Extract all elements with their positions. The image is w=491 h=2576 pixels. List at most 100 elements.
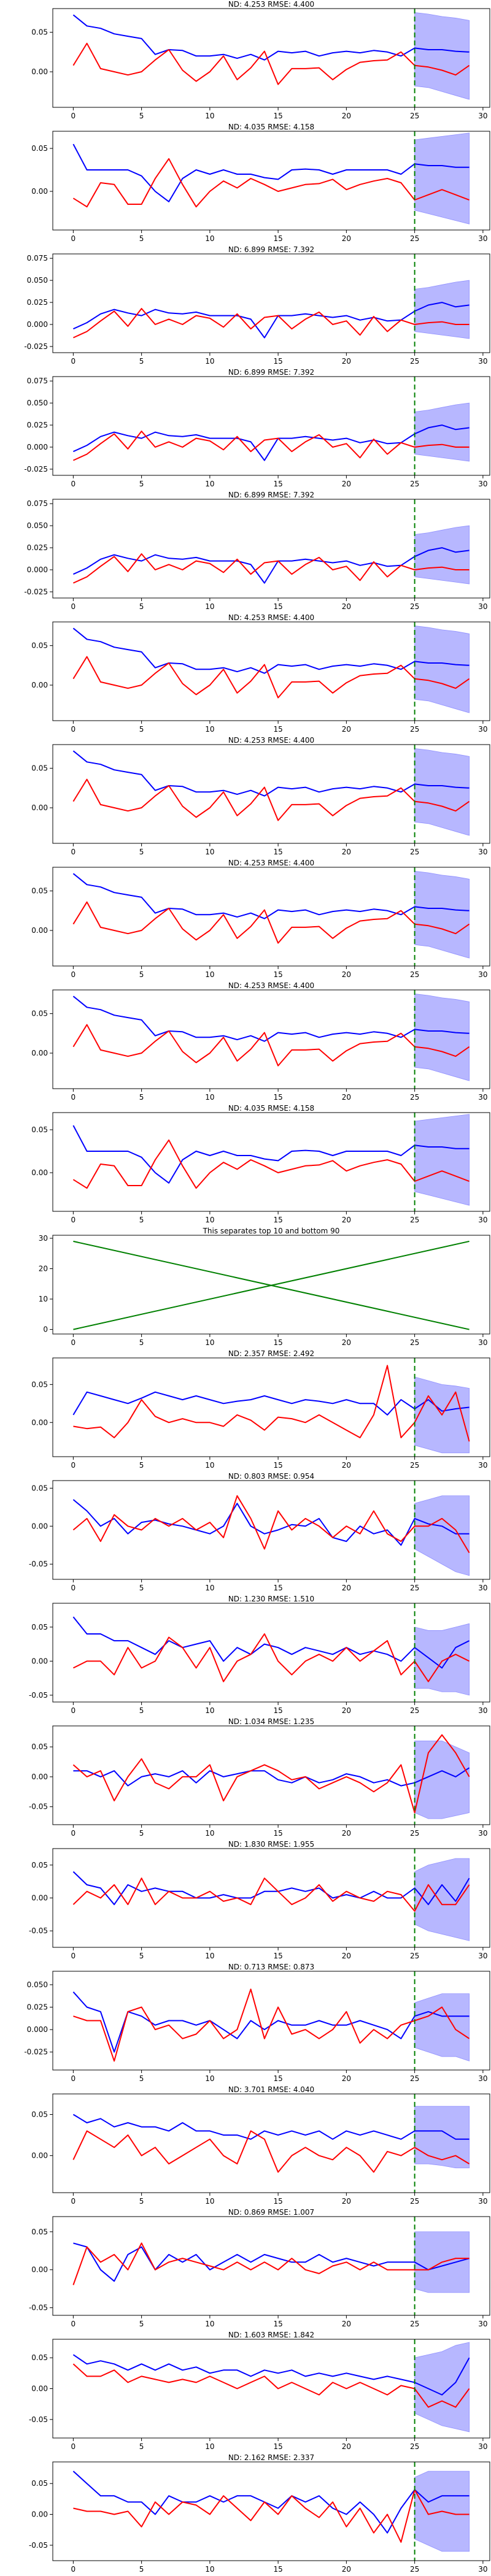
x-tick-label: 10: [205, 1706, 214, 1715]
x-tick-label: 0: [71, 848, 76, 856]
plot-frame: [52, 2216, 490, 2316]
x-tick-label: 20: [342, 2442, 351, 2451]
x-tick-label: 20: [342, 1706, 351, 1715]
y-tick-label: -0.025: [24, 342, 48, 351]
y-tick-label: -0.05: [29, 1691, 48, 1700]
x-tick-label: 5: [139, 1216, 144, 1224]
x-tick-label: 15: [273, 1093, 282, 1102]
x-tick-label: 0: [71, 2442, 76, 2451]
y-tick-label: 0.00: [31, 2152, 48, 2160]
plot-frame: [52, 1235, 490, 1335]
y-tick-label: 0.00: [31, 1894, 48, 1903]
series-red-line: [72, 431, 470, 461]
x-tick-label: 15: [273, 1952, 282, 1960]
y-tick-label: -0.05: [29, 2304, 48, 2312]
x-tick-label: 20: [342, 112, 351, 120]
x-tick-label: 30: [478, 112, 487, 120]
chart-panel-6: ND: 4.253 RMSE: 4.400 0 5 10 15 20 25 30 0.00 0.0…: [31, 613, 490, 734]
chart-title: ND: 3.701 RMSE: 4.040: [228, 2085, 314, 2094]
x-tick-label: 15: [273, 725, 282, 734]
x-tick-label: 30: [478, 480, 487, 488]
plot-frame: [52, 1357, 490, 1457]
x-tick-label: 5: [139, 2197, 144, 2206]
x-tick-label: 20: [342, 1829, 351, 1838]
y-tick-label: 0.00: [31, 2266, 48, 2274]
x-tick-label: 0: [71, 1584, 76, 1592]
x-tick-label: 20: [342, 2565, 351, 2574]
x-tick-label: 10: [205, 725, 214, 734]
series-red-line: [72, 1633, 470, 1682]
x-tick-label: 20: [342, 1338, 351, 1347]
y-tick-label: 0.050: [27, 399, 48, 407]
x-tick-label: 5: [139, 357, 144, 366]
chart-title: ND: 2.357 RMSE: 2.492: [228, 1349, 314, 1358]
y-tick-label: 0.00: [31, 803, 48, 812]
forecast-band: [414, 1495, 470, 1576]
chart-title: ND: 4.253 RMSE: 4.400: [228, 859, 314, 867]
x-tick-label: 0: [71, 970, 76, 979]
plot-frame: [52, 253, 490, 353]
plot-frame: [52, 867, 490, 967]
x-tick-label: 5: [139, 2320, 144, 2328]
y-tick-label: 0.00: [31, 926, 48, 935]
chart-title: ND: 4.035 RMSE: 4.158: [228, 1104, 314, 1113]
x-tick-label: 30: [478, 1952, 487, 1960]
series-red-line: [72, 1495, 470, 1554]
y-tick-label: 0.00: [31, 1522, 48, 1530]
forecast-band: [414, 525, 470, 585]
x-tick-label: 25: [410, 725, 419, 734]
x-tick-label: 20: [342, 1952, 351, 1960]
x-tick-label: 5: [139, 2442, 144, 2451]
x-tick-label: 15: [273, 1338, 282, 1347]
y-tick-label: 0.025: [27, 543, 48, 552]
y-tick-label: 0.00: [31, 2385, 48, 2393]
x-tick-label: 30: [478, 1338, 487, 1347]
x-tick-label: 10: [205, 2320, 214, 2328]
x-tick-label: 30: [478, 1584, 487, 1592]
y-tick-label: 0.050: [27, 521, 48, 530]
x-tick-label: 0: [71, 1461, 76, 1470]
y-tick-label: 0.05: [31, 2110, 48, 2119]
x-tick-label: 0: [71, 1706, 76, 1715]
y-tick-label: 0.00: [31, 1418, 48, 1427]
chart-panel-20: ND: 1.603 RMSE: 1.842 0 5 10 15 20 25 30 -0.05 0.…: [29, 2331, 490, 2451]
series-red-line: [72, 158, 470, 208]
y-tick-label: 0.050: [27, 1980, 48, 1989]
y-tick-label: 0.05: [31, 1380, 48, 1389]
plot-frame: [52, 499, 490, 599]
x-tick-label: 10: [205, 2074, 214, 2083]
plot-frame: [52, 989, 490, 1089]
x-tick-label: 30: [478, 2442, 487, 2451]
x-tick-label: 15: [273, 602, 282, 611]
chart-panel-18: ND: 3.701 RMSE: 4.040 0 5 10 15 20 25 30 0.00 0.0…: [31, 2085, 490, 2206]
x-tick-label: 30: [478, 1216, 487, 1224]
y-tick-label: 0.075: [27, 254, 48, 263]
plot-frame: [52, 1480, 490, 1580]
chart-panel-9: ND: 4.253 RMSE: 4.400 0 5 10 15 20 25 30 0.00 0.0…: [31, 981, 490, 1102]
x-tick-label: 5: [139, 1952, 144, 1960]
x-tick-label: 0: [71, 2197, 76, 2206]
x-tick-label: 10: [205, 602, 214, 611]
x-tick-label: 15: [273, 1829, 282, 1838]
series-red-line: [72, 1734, 470, 1814]
series-blue-line: [72, 2114, 470, 2140]
forecast-band: [414, 993, 470, 1081]
chart-panel-11: This separates top 10 and bottom 90 0 5 10 1…: [39, 1227, 490, 1347]
series-blue-line: [72, 627, 470, 674]
series-blue-line: [72, 1391, 470, 1416]
chart-title: ND: 1.034 RMSE: 1.235: [228, 1717, 314, 1726]
x-tick-label: 0: [71, 2565, 76, 2574]
plot-frame: [52, 131, 490, 231]
y-tick-label: 0.05: [31, 1623, 48, 1631]
x-tick-label: 20: [342, 234, 351, 243]
chart-panel-4: ND: 6.899 RMSE: 7.392 0 5 10 15 20 25 30 -0.025 0…: [24, 368, 490, 488]
series-blue-line: [72, 2471, 470, 2534]
x-tick-label: 25: [410, 848, 419, 856]
y-tick-label: 0.000: [27, 443, 48, 451]
x-tick-label: 0: [71, 1216, 76, 1224]
series-red-line: [72, 656, 470, 699]
x-tick-label: 5: [139, 480, 144, 488]
chart-panel-12: ND: 2.357 RMSE: 2.492 0 5 10 15 20 25 30 0.00 0.0…: [31, 1349, 490, 1470]
x-tick-label: 30: [478, 970, 487, 979]
y-tick-label: 0.000: [27, 565, 48, 574]
